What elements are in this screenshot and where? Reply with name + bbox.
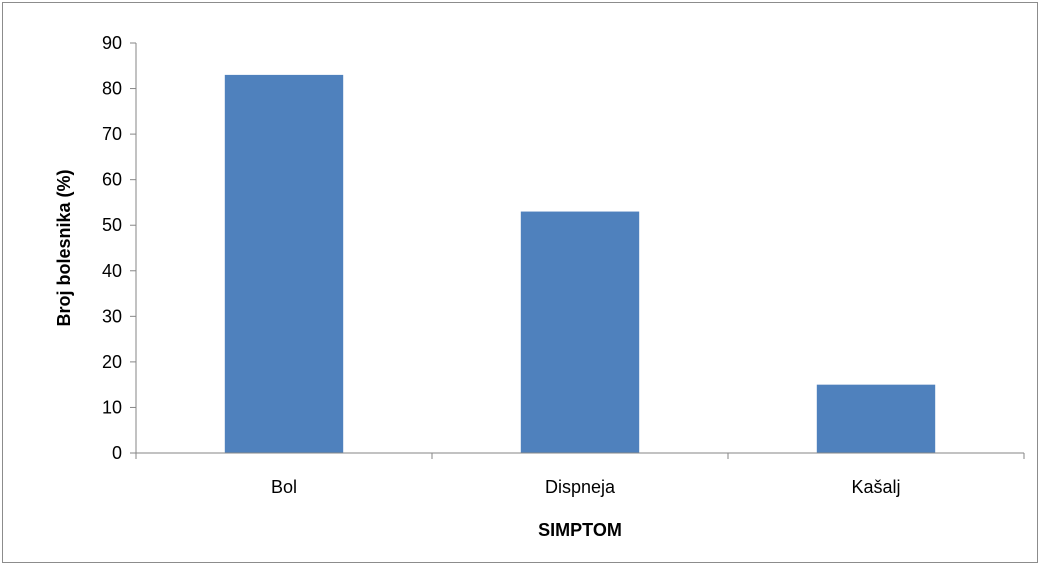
x-tick-label-dispneja: Dispneja: [545, 477, 616, 497]
bars-group: [224, 74, 936, 453]
x-tick-label-bol: Bol: [271, 477, 297, 497]
axes-group: [130, 42, 1025, 459]
bar-bol: [224, 74, 344, 453]
y-tick-label: 60: [102, 170, 122, 190]
y-tick-label: 30: [102, 306, 122, 326]
y-axis-title: Broj bolesnika (%): [54, 169, 74, 326]
y-tick-label: 0: [112, 443, 122, 463]
y-tick-label: 70: [102, 124, 122, 144]
bar-dispneja: [520, 211, 640, 453]
bar-chart: 0 10 20 30 40 50 60 70 80 90 Bol Dispneja Kašalj Br…: [54, 33, 1025, 540]
y-tick-label: 80: [102, 79, 122, 99]
y-tick-label: 20: [102, 352, 122, 372]
x-tick-labels: Bol Dispneja Kašalj: [271, 477, 901, 497]
bar-kašalj: [816, 384, 936, 453]
y-tick-label: 50: [102, 215, 122, 235]
y-tick-labels: 0 10 20 30 40 50 60 70 80 90: [102, 33, 122, 463]
y-tick-label: 90: [102, 33, 122, 53]
x-axis-title: SIMPTOM: [538, 520, 622, 540]
y-tick-label: 10: [102, 397, 122, 417]
x-tick-label-kašalj: Kašalj: [851, 477, 900, 497]
y-tick-label: 40: [102, 261, 122, 281]
